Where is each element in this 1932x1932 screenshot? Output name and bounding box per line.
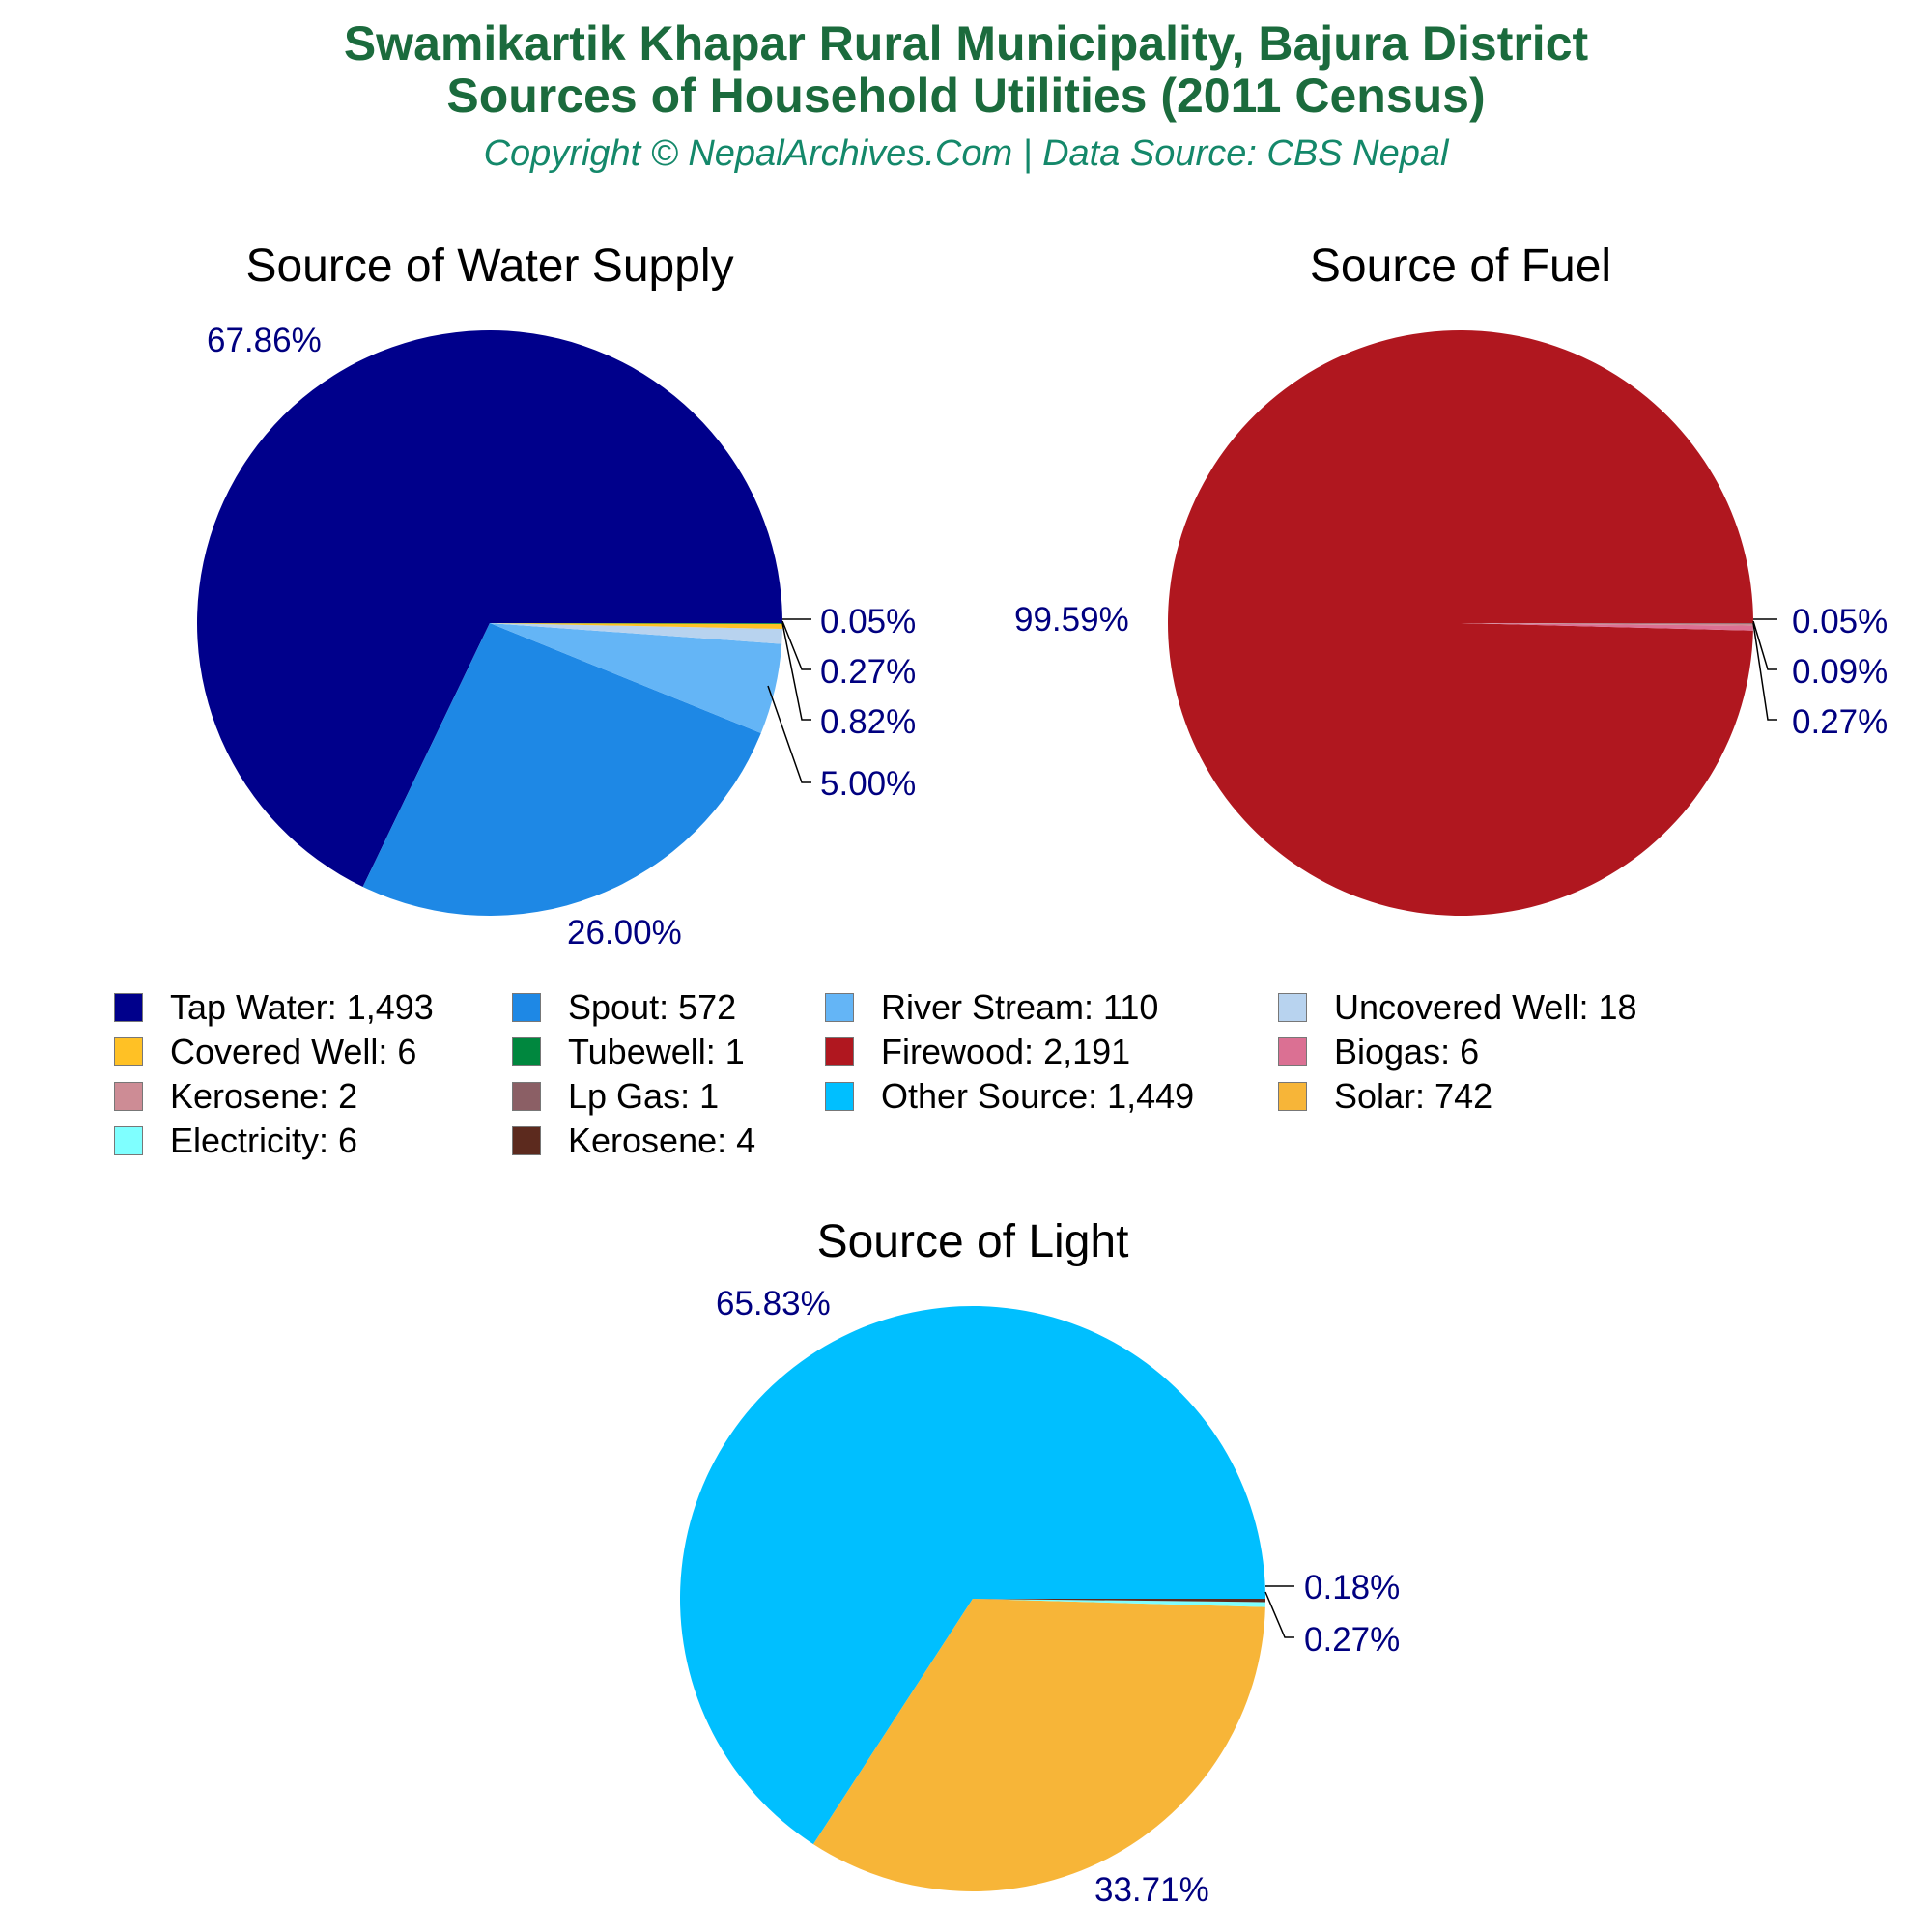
legend-item-electricity: Electricity: 6 [114, 1121, 357, 1161]
water-chart-title: Source of Water Supply [245, 241, 734, 292]
fuel-label-kerosene: 0.09% [1792, 653, 1889, 691]
fuel-label-biogas: 0.27% [1792, 703, 1889, 741]
legend-swatch [512, 1082, 541, 1111]
light-label-kerosene: 0.18% [1304, 1569, 1401, 1606]
legend-item-uncovered-well: Uncovered Well: 18 [1278, 987, 1637, 1028]
legend-item-covered-well: Covered Well: 6 [114, 1032, 416, 1072]
leader-lines [767, 618, 1777, 1638]
pie-slice-lp-gas [1461, 623, 1753, 624]
light-label-solar: 33.71% [1094, 1871, 1209, 1909]
legend-swatch [114, 1126, 143, 1155]
legend-item-tubewell: Tubewell: 1 [512, 1032, 745, 1072]
legend-swatch [825, 1082, 854, 1111]
water-label-covered: 0.27% [820, 653, 917, 691]
light-pie [679, 1305, 1265, 1891]
legend-swatch [114, 993, 143, 1022]
legend-swatch [512, 1037, 541, 1066]
legend-swatch [1278, 1082, 1307, 1111]
pie-slice-covered-well [490, 623, 782, 630]
legend-item-solar: Solar: 742 [1278, 1076, 1492, 1117]
legend-item-biogas: Biogas: 6 [1278, 1032, 1479, 1072]
water-label-tubewell: 0.05% [820, 603, 917, 640]
pie-slice-electricity [973, 1599, 1265, 1607]
light-label-other: 65.83% [716, 1285, 831, 1322]
pie-slice-other-source [679, 1305, 1265, 1845]
legend-item-other-source: Other Source: 1,449 [825, 1076, 1194, 1117]
light-label-electricity: 0.27% [1304, 1621, 1401, 1659]
legend-item-spout: Spout: 572 [512, 987, 736, 1028]
legend-swatch [512, 993, 541, 1022]
fuel-label-firewood: 99.59% [1014, 601, 1129, 639]
legend-item-tap-water: Tap Water: 1,493 [114, 987, 434, 1028]
legend-swatch [512, 1126, 541, 1155]
water-label-tap: 67.86% [207, 322, 322, 359]
legend-item-lp-gas: Lp Gas: 1 [512, 1076, 719, 1117]
pie-slice-tubewell [490, 623, 782, 624]
water-label-uncovered: 0.82% [820, 703, 917, 741]
chart-title-line2: Sources of Household Utilities (2011 Cen… [446, 69, 1486, 123]
fuel-chart-title: Source of Fuel [1309, 241, 1612, 292]
pie-slice-tap-water [197, 330, 783, 888]
water-label-river: 5.00% [820, 765, 917, 803]
legend-item-river-stream: River Stream: 110 [825, 987, 1158, 1028]
legend-swatch [1278, 1037, 1307, 1066]
pie-slice-uncovered-well [490, 623, 782, 644]
chart-title-line1: Swamikartik Khapar Rural Municipality, B… [343, 16, 1589, 71]
pie-slice-river-stream [490, 623, 782, 733]
pie-slice-firewood [1168, 329, 1753, 916]
legend-swatch [825, 1037, 854, 1066]
legend-swatch [114, 1082, 143, 1111]
legend-swatch [114, 1037, 143, 1066]
chart-subtitle: Copyright © NepalArchives.Com | Data Sou… [483, 133, 1449, 174]
fuel-pie [1168, 329, 1753, 916]
legend-item-kerosene-light: Kerosene: 4 [512, 1121, 755, 1161]
pie-slice-kerosene [1461, 623, 1753, 626]
legend-swatch [1278, 993, 1307, 1022]
water-label-spout: 26.00% [567, 914, 682, 952]
pie-slice-solar [812, 1599, 1265, 1891]
light-chart-title: Source of Light [816, 1216, 1129, 1267]
water-supply-pie [197, 330, 783, 916]
fuel-label-lpgas: 0.05% [1792, 603, 1889, 640]
pie-slice-spout [362, 623, 761, 916]
legend-item-kerosene-fuel: Kerosene: 2 [114, 1076, 357, 1117]
legend-item-firewood: Firewood: 2,191 [825, 1032, 1130, 1072]
legend-swatch [825, 993, 854, 1022]
pie-slice-kerosene [973, 1599, 1265, 1603]
pie-slice-biogas [1461, 623, 1753, 631]
